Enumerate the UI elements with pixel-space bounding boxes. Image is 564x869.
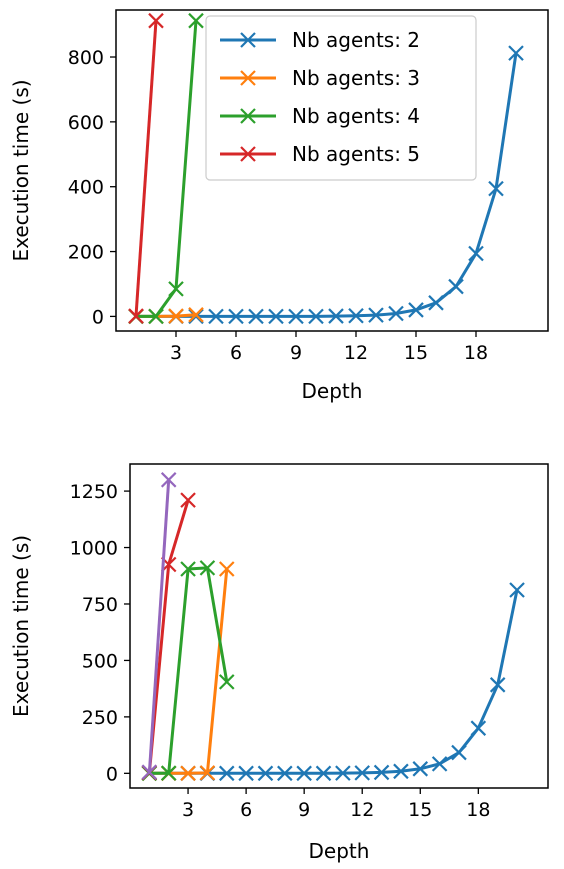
series-line xyxy=(149,589,519,775)
x-tick-label: 18 xyxy=(466,799,490,821)
data-point xyxy=(268,308,284,325)
y-axis-label: Execution time (s) xyxy=(9,535,33,717)
x-axis-label: Depth xyxy=(309,839,370,863)
data-point xyxy=(218,561,235,577)
data-point xyxy=(228,308,244,325)
data-point xyxy=(188,307,204,323)
legend-item: Nb agents: 5 xyxy=(220,142,420,166)
legend: Nb agents: 2 Nb agents: 3 Nb agents: 4 Nb a… xyxy=(205,15,477,181)
data-point xyxy=(188,308,204,325)
y-tick-label: 600 xyxy=(68,112,104,134)
data-point xyxy=(328,308,344,324)
x-tick-label: 6 xyxy=(240,799,252,821)
x-tick-label: 15 xyxy=(408,799,432,821)
y-tick-label: 500 xyxy=(82,650,118,672)
legend-label: Nb agents: 4 xyxy=(292,104,420,128)
data-point xyxy=(188,12,204,29)
y-tick-label: 1250 xyxy=(70,481,118,503)
legend-label: Nb agents: 5 xyxy=(292,142,420,166)
data-point xyxy=(508,45,524,61)
legend-box xyxy=(205,15,477,181)
data-point xyxy=(238,765,254,782)
data-point xyxy=(308,308,324,325)
data-point xyxy=(288,308,304,325)
data-point xyxy=(408,302,424,318)
data-point xyxy=(509,582,525,598)
legend-item: Nb agents: 2 xyxy=(220,28,420,52)
data-point xyxy=(128,308,144,324)
y-tick-label: 750 xyxy=(82,594,118,616)
x-tick-label: 3 xyxy=(182,799,194,821)
data-point xyxy=(168,281,184,297)
data-point xyxy=(199,560,216,576)
data-point xyxy=(412,761,429,777)
data-point xyxy=(257,765,274,782)
data-point xyxy=(335,765,351,781)
data-point xyxy=(218,674,235,690)
top-chart: 3 6 9 12 15 18 0 200 400 600 800 Depth Execution tim… xyxy=(9,9,549,403)
data-point xyxy=(393,763,409,780)
data-point xyxy=(373,764,390,781)
data-point xyxy=(354,765,371,781)
data-point xyxy=(348,307,364,324)
data-point xyxy=(208,308,224,325)
data-point xyxy=(431,756,448,772)
data-point xyxy=(451,744,467,761)
x-tick-label: 15 xyxy=(404,342,428,364)
data-point xyxy=(141,764,158,780)
legend-label: Nb agents: 3 xyxy=(292,66,420,90)
x-tick-label: 9 xyxy=(298,799,310,821)
plot-area xyxy=(128,12,524,325)
data-point xyxy=(315,765,332,782)
series-line xyxy=(134,20,158,317)
data-point xyxy=(180,765,196,782)
data-point xyxy=(218,765,235,782)
legend-item: Nb agents: 3 xyxy=(220,66,420,90)
data-point xyxy=(388,305,404,322)
y-tick-label: 0 xyxy=(106,763,118,785)
axes-frame xyxy=(115,9,549,332)
y-tick-label: 800 xyxy=(68,47,104,69)
x-tick-label: 9 xyxy=(290,342,302,364)
data-point xyxy=(428,295,444,311)
axes-frame xyxy=(129,463,549,789)
y-tick-label: 0 xyxy=(92,306,104,328)
x-tick-label: 12 xyxy=(350,799,374,821)
data-point xyxy=(468,245,484,262)
x-tick-label: 12 xyxy=(344,342,368,364)
x-tick-label: 18 xyxy=(464,342,488,364)
data-point xyxy=(160,765,177,781)
x-tick-label: 3 xyxy=(170,342,182,364)
plot-area xyxy=(141,472,525,782)
data-point xyxy=(296,765,312,782)
y-tick-label: 250 xyxy=(82,707,118,729)
data-point xyxy=(160,472,177,488)
data-point xyxy=(180,492,196,508)
y-axis-label: Execution time (s) xyxy=(9,79,33,261)
data-point xyxy=(199,765,216,781)
series-line xyxy=(147,479,171,773)
data-point xyxy=(148,308,164,325)
data-point xyxy=(248,308,264,325)
legend-item: Nb agents: 4 xyxy=(220,104,420,128)
data-point xyxy=(148,12,164,29)
data-point xyxy=(448,278,464,295)
y-tick-label: 200 xyxy=(68,242,104,264)
data-point xyxy=(489,677,506,693)
data-point xyxy=(180,561,196,577)
data-point xyxy=(470,720,487,736)
series-line xyxy=(136,20,198,318)
data-point xyxy=(277,765,293,782)
x-tick-label: 6 xyxy=(230,342,242,364)
bottom-chart: 3 6 9 12 15 18 0 250 500 750 1000 1250 Depth Executio… xyxy=(9,463,549,863)
x-axis-label: Depth xyxy=(302,379,363,403)
data-point xyxy=(168,308,184,324)
data-point xyxy=(368,307,384,323)
y-tick-label: 1000 xyxy=(70,538,118,560)
legend-label: Nb agents: 2 xyxy=(292,28,420,52)
y-tick-label: 400 xyxy=(68,177,104,199)
data-point xyxy=(488,180,504,197)
